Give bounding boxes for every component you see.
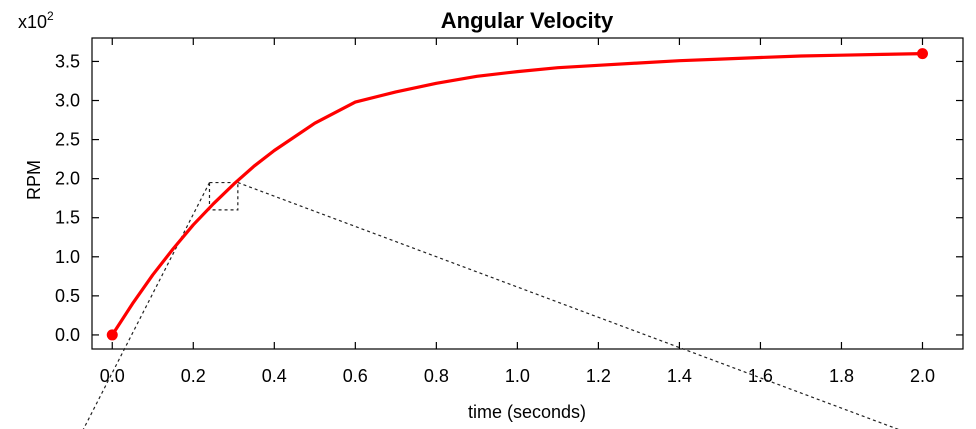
x-axis-label: time (seconds) bbox=[468, 402, 586, 422]
y-tick-label: 0.5 bbox=[55, 286, 80, 306]
plot-frame bbox=[91, 37, 964, 350]
x-tick-label: 0.8 bbox=[424, 366, 449, 386]
y-tick-label: 1.5 bbox=[55, 208, 80, 228]
endpoint-marker bbox=[916, 48, 928, 60]
zoom-inset-guides bbox=[82, 181, 900, 429]
zoom-box bbox=[208, 181, 239, 211]
y-tick-label: 3.0 bbox=[55, 91, 80, 111]
x-tick-label: 0.2 bbox=[181, 366, 206, 386]
y-tick-label: 0.0 bbox=[55, 325, 80, 345]
zoom-guide-line-left bbox=[82, 182, 211, 429]
x-tick-label: 0.4 bbox=[262, 366, 287, 386]
x-tick-label: 2.0 bbox=[910, 366, 935, 386]
y-tick-label: 1.0 bbox=[55, 247, 80, 267]
x-tick-label: 1.6 bbox=[748, 366, 773, 386]
chart-title: Angular Velocity bbox=[441, 8, 614, 33]
y-tick-label: 2.5 bbox=[55, 130, 80, 150]
y-multiplier-label: x102 bbox=[18, 9, 54, 32]
x-ticks: 0.0 0.2 0.4 0.6 0.8 1.0 1.2 1.4 1.6 1.8 2.0 bbox=[100, 38, 935, 386]
x-tick-label: 0.6 bbox=[343, 366, 368, 386]
y-ticks: 0.0 0.5 1.0 1.5 2.0 2.5 3.0 3.5 bbox=[55, 51, 963, 345]
endpoint-marker bbox=[106, 329, 118, 341]
y-tick-label: 2.0 bbox=[55, 169, 80, 189]
series-group bbox=[106, 48, 928, 341]
y-multiplier-base: x10 bbox=[18, 12, 47, 32]
x-tick-label: 1.2 bbox=[586, 366, 611, 386]
zoom-guide-line-right bbox=[237, 181, 900, 429]
x-tick-label: 1.0 bbox=[505, 366, 530, 386]
x-tick-label: 1.8 bbox=[829, 366, 854, 386]
series-line bbox=[110, 51, 925, 337]
x-tick-label: 1.4 bbox=[667, 366, 692, 386]
y-multiplier-exponent: 2 bbox=[47, 9, 54, 23]
y-tick-label: 3.5 bbox=[55, 51, 80, 71]
x-tick-label: 0.0 bbox=[100, 366, 125, 386]
y-axis-label: RPM bbox=[24, 160, 44, 200]
